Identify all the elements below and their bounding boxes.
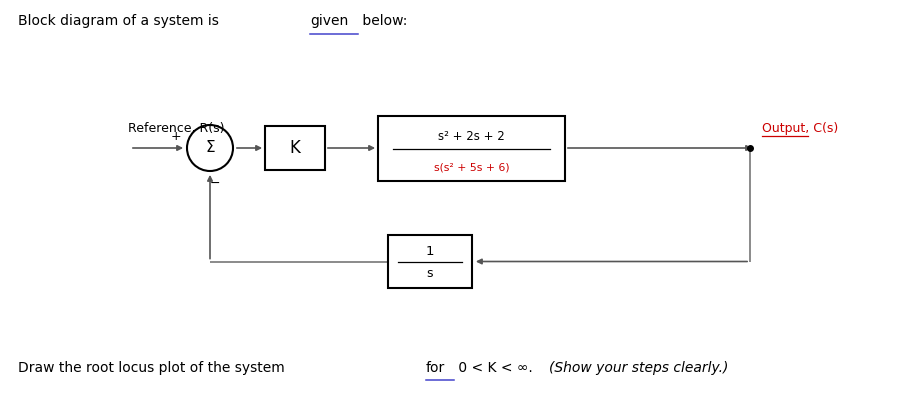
Text: given: given <box>310 14 348 28</box>
Text: s² + 2s + 2: s² + 2s + 2 <box>438 130 505 143</box>
Text: Draw the root locus plot of the system: Draw the root locus plot of the system <box>18 361 289 375</box>
Text: for: for <box>426 361 445 375</box>
Text: 1: 1 <box>425 245 434 258</box>
Text: Output, C(s): Output, C(s) <box>762 122 838 135</box>
Text: Reference, R(s): Reference, R(s) <box>128 122 224 135</box>
Text: +: + <box>170 130 181 143</box>
Text: (Show your steps clearly.): (Show your steps clearly.) <box>549 361 729 375</box>
Text: s(s² + 5s + 6): s(s² + 5s + 6) <box>433 163 510 173</box>
Text: K: K <box>290 139 300 157</box>
Text: −: − <box>210 177 220 190</box>
Text: Σ: Σ <box>205 141 214 156</box>
Text: below:: below: <box>358 14 407 28</box>
Text: 0 < K < ∞.: 0 < K < ∞. <box>454 361 538 375</box>
Text: s: s <box>427 267 433 280</box>
Text: Block diagram of a system is: Block diagram of a system is <box>18 14 224 28</box>
FancyBboxPatch shape <box>378 116 565 180</box>
FancyBboxPatch shape <box>265 126 325 170</box>
FancyBboxPatch shape <box>388 235 472 288</box>
